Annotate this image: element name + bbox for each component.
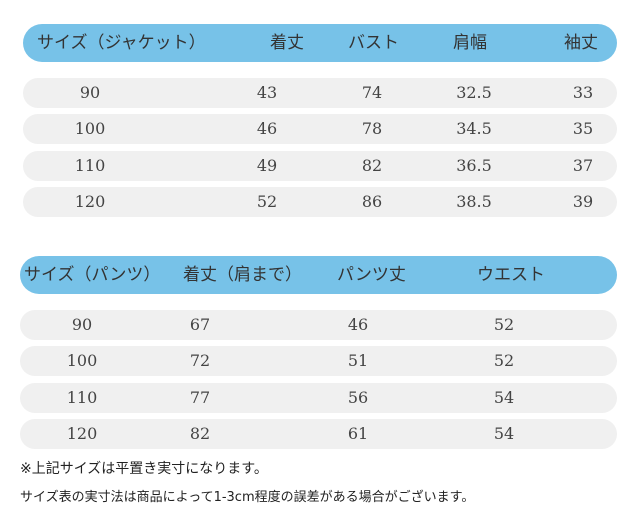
pants-cell-waist: 52 bbox=[493, 315, 515, 334]
jacket-cell-sleeve: 33 bbox=[572, 83, 594, 102]
jacket-cell-sleeve: 37 bbox=[572, 156, 594, 175]
pants-table-row: 100 72 51 52 bbox=[20, 346, 617, 376]
jacket-cell-shoulder: 34.5 bbox=[456, 119, 492, 138]
pants-table-row: 90 67 46 52 bbox=[20, 310, 617, 340]
jacket-cell-bust: 74 bbox=[361, 83, 383, 102]
pants-header-inseam: パンツ丈 bbox=[337, 265, 406, 285]
note-flat-measurement: ※上記サイズは平置き実寸になります。 bbox=[20, 461, 268, 477]
jacket-cell-length: 49 bbox=[256, 156, 278, 175]
pants-cell-inseam: 51 bbox=[347, 351, 369, 370]
note-measurement-tolerance: サイズ表の実寸法は商品によって1-3cm程度の誤差がある場合がございます。 bbox=[20, 490, 475, 505]
jacket-header-shoulder: 肩幅 bbox=[453, 33, 487, 53]
pants-table-header: サイズ（パンツ） 着丈（肩まで） パンツ丈 ウエスト bbox=[20, 256, 617, 294]
pants-table-row: 110 77 56 54 bbox=[20, 383, 617, 413]
pants-cell-waist: 54 bbox=[493, 424, 515, 443]
jacket-cell-length: 52 bbox=[256, 192, 278, 211]
pants-cell-waist: 54 bbox=[493, 388, 515, 407]
pants-cell-inseam: 46 bbox=[347, 315, 369, 334]
jacket-cell-shoulder: 36.5 bbox=[456, 156, 492, 175]
jacket-cell-bust: 82 bbox=[361, 156, 383, 175]
jacket-cell-shoulder: 38.5 bbox=[456, 192, 492, 211]
jacket-cell-shoulder: 32.5 bbox=[456, 83, 492, 102]
pants-header-size: サイズ（パンツ） bbox=[24, 265, 161, 285]
jacket-header-size: サイズ（ジャケット） bbox=[37, 33, 206, 53]
pants-cell-length: 72 bbox=[189, 351, 211, 370]
jacket-table-row: 120 52 86 38.5 39 bbox=[23, 187, 617, 217]
pants-cell-inseam: 61 bbox=[347, 424, 369, 443]
jacket-cell-length: 43 bbox=[256, 83, 278, 102]
pants-header-waist: ウエスト bbox=[477, 265, 545, 285]
jacket-cell-size: 90 bbox=[79, 83, 101, 102]
jacket-cell-sleeve: 35 bbox=[572, 119, 594, 138]
pants-cell-length: 77 bbox=[189, 388, 211, 407]
pants-table-row: 120 82 61 54 bbox=[20, 419, 617, 449]
pants-cell-size: 100 bbox=[66, 351, 98, 370]
jacket-cell-size: 120 bbox=[74, 192, 106, 211]
jacket-cell-sleeve: 39 bbox=[572, 192, 594, 211]
jacket-cell-bust: 78 bbox=[361, 119, 383, 138]
pants-cell-size: 90 bbox=[71, 315, 93, 334]
pants-cell-size: 120 bbox=[66, 424, 98, 443]
pants-header-length: 着丈（肩まで） bbox=[183, 265, 302, 285]
jacket-table-header: サイズ（ジャケット） 着丈 バスト 肩幅 袖丈 bbox=[23, 24, 617, 62]
pants-cell-size: 110 bbox=[66, 388, 98, 407]
jacket-cell-size: 110 bbox=[74, 156, 106, 175]
jacket-header-length: 着丈 bbox=[270, 33, 304, 53]
jacket-cell-bust: 86 bbox=[361, 192, 383, 211]
jacket-table-row: 110 49 82 36.5 37 bbox=[23, 151, 617, 181]
jacket-header-sleeve: 袖丈 bbox=[564, 33, 598, 53]
pants-cell-length: 67 bbox=[189, 315, 211, 334]
pants-cell-inseam: 56 bbox=[347, 388, 369, 407]
jacket-cell-length: 46 bbox=[256, 119, 278, 138]
jacket-table-row: 100 46 78 34.5 35 bbox=[23, 114, 617, 144]
pants-cell-length: 82 bbox=[189, 424, 211, 443]
jacket-header-bust: バスト bbox=[348, 33, 399, 53]
pants-cell-waist: 52 bbox=[493, 351, 515, 370]
jacket-table-row: 90 43 74 32.5 33 bbox=[23, 78, 617, 108]
jacket-cell-size: 100 bbox=[74, 119, 106, 138]
